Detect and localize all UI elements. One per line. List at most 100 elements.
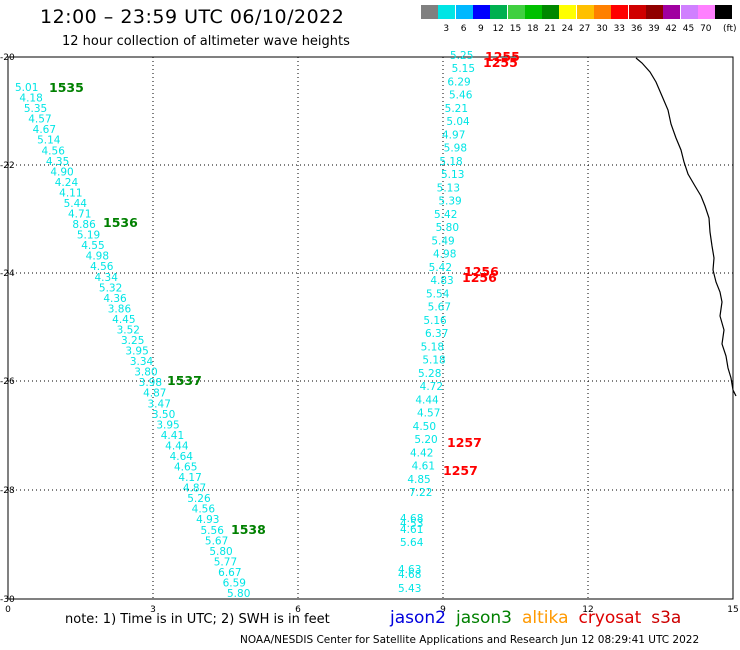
wave-height-value: 5.28 — [418, 368, 441, 380]
wave-height-value: 5.67 — [428, 302, 451, 314]
mission-name: jason2 — [390, 608, 446, 628]
legend-swatch — [645, 5, 663, 19]
wave-height-value: 5.32 — [99, 282, 122, 294]
wave-height-value: 4.11 — [59, 187, 82, 199]
wave-height-value: 5.42 — [429, 262, 452, 274]
wave-height-value: 5.56 — [201, 525, 225, 537]
pass-number-label: 1256 — [464, 264, 499, 279]
wave-height-value: 4.44 — [415, 394, 439, 406]
wave-height-value: 4.55 — [81, 240, 104, 252]
legend-swatch — [576, 5, 594, 19]
wave-height-value: 5.80 — [227, 588, 250, 600]
wave-height-value: 4.65 — [174, 462, 197, 474]
wave-height-value: 4.97 — [442, 129, 465, 141]
wave-height-value: 4.98 — [86, 251, 109, 263]
pass-number-label: 1257 — [443, 463, 478, 478]
wave-height-value: 4.45 — [112, 314, 135, 326]
wave-height-value: 3.34 — [130, 356, 154, 368]
wave-height-value: 4.61 — [412, 461, 435, 473]
track-east: 5.255.156.295.465.215.044.975.985.185.13… — [398, 50, 475, 595]
pass-number-label: 1257 — [447, 435, 482, 450]
wave-height-value: 6.37 — [425, 328, 448, 340]
wave-height-value: 5.20 — [414, 434, 437, 446]
legend-swatch — [438, 5, 456, 19]
map-subtitle: 12 hour collection of altimeter wave hei… — [62, 34, 350, 49]
wave-height-value: 5.25 — [450, 50, 473, 62]
wave-height-value: 5.43 — [398, 583, 421, 595]
y-tick-label: -30 — [0, 595, 15, 605]
x-tick-label: 6 — [295, 605, 301, 615]
wave-height-value: 4.56 — [90, 261, 114, 273]
mission-name: s3a — [651, 608, 682, 628]
legend-swatch — [455, 5, 473, 19]
wave-height-value: 8.86 — [72, 219, 96, 231]
legend-label: 18 — [527, 24, 539, 34]
legend-swatch — [680, 5, 698, 19]
legend-label: 42 — [665, 24, 677, 34]
legend-label: 27 — [578, 24, 591, 34]
x-tick-label: 12 — [582, 605, 593, 615]
wave-height-value: 4.24 — [55, 177, 79, 189]
legend-label: 39 — [648, 24, 660, 34]
wave-height-value: 4.72 — [420, 381, 443, 393]
plot-frame — [7, 56, 734, 600]
wave-height-value: 4.36 — [103, 293, 127, 305]
mission-list: jason2 jason3 altika cryosat s3a — [390, 608, 691, 628]
legend-label: 33 — [613, 24, 626, 34]
y-tick-label: -26 — [0, 377, 15, 387]
legend-swatch — [697, 5, 715, 19]
wave-height-value: 5.13 — [441, 169, 464, 181]
wave-height-value: 3.47 — [148, 398, 171, 410]
wave-height-value: 5.15 — [452, 63, 475, 75]
map-title: 12:00 – 23:59 UTC 06/10/2022 — [40, 6, 345, 28]
wave-height-value: 4.63 — [398, 564, 421, 576]
legend-label: 15 — [509, 24, 522, 34]
legend-label: 36 — [630, 24, 643, 34]
legend-label: 9 — [478, 24, 484, 34]
wave-height-value: 5.44 — [64, 198, 88, 210]
wave-height-value: 5.16 — [423, 315, 447, 327]
y-tick-label: -24 — [0, 269, 15, 279]
wave-height-value: 4.71 — [68, 209, 91, 221]
wave-height-value: 5.26 — [187, 493, 211, 505]
map-grid — [8, 57, 733, 599]
pass-number-label: 1255 — [483, 55, 518, 70]
pass-number-label: 1256 — [462, 270, 497, 285]
pass-number-label: 1255 — [485, 49, 520, 64]
wave-height-value: 3.25 — [121, 335, 144, 347]
wave-height-value: 4.67 — [33, 124, 56, 136]
legend-swatch — [628, 5, 646, 19]
wave-height-value: 4.85 — [407, 474, 430, 486]
legend-swatch — [611, 5, 629, 19]
legend-swatch — [594, 5, 611, 19]
wave-height-value: 4.53 — [400, 518, 423, 530]
wave-height-value: 4.41 — [161, 430, 184, 442]
wave-height-value: 4.57 — [417, 408, 440, 420]
wave-height-value: 4.68 — [398, 569, 421, 581]
wave-height-value: 4.87 — [143, 388, 166, 400]
wave-height-value: 3.95 — [125, 346, 148, 358]
wave-height-value: 5.13 — [437, 182, 460, 194]
mission-name: cryosat — [578, 608, 642, 628]
wave-height-value: 5.80 — [209, 546, 232, 558]
x-tick-label: 0 — [5, 605, 11, 615]
legend-swatch — [472, 5, 490, 19]
wave-height-value: 3.86 — [108, 303, 132, 315]
wave-height-value: 4.50 — [413, 421, 436, 433]
wave-height-value: 6.29 — [447, 76, 470, 88]
wave-height-value: 4.83 — [430, 275, 453, 287]
legend-label: 3 — [443, 24, 450, 34]
track-west: 5.014.185.354.574.675.144.564.354.904.24… — [15, 82, 250, 600]
wave-height-value: 4.98 — [433, 249, 456, 261]
legend-label: 12 — [492, 24, 504, 34]
legend-swatch — [715, 5, 733, 19]
x-tick-label: 15 — [727, 605, 738, 615]
x-tick-label: 9 — [440, 605, 446, 615]
wave-height-value: 4.34 — [95, 272, 119, 284]
mission-name: altika — [522, 608, 569, 628]
y-tick-label: -20 — [0, 53, 15, 63]
pass-number-label: 1538 — [231, 522, 266, 537]
legend-swatch — [542, 5, 560, 19]
